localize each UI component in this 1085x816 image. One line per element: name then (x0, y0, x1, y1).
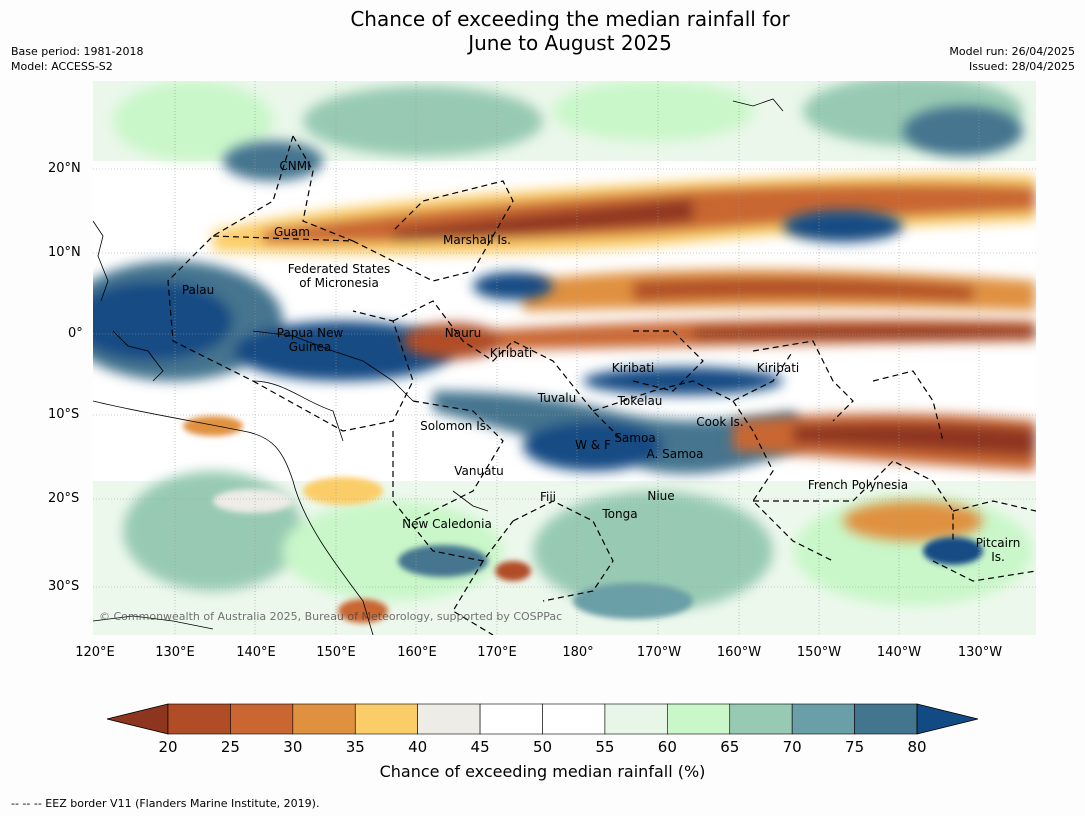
meta-left: Base period: 1981-2018 Model: ACCESS-S2 (11, 44, 143, 74)
lat-label-30s: 30°S (48, 579, 80, 594)
label-png-2: Guinea (289, 340, 332, 354)
lon-label-120e: 120°E (75, 645, 115, 660)
lon-label-140w: 140°W (876, 645, 922, 660)
colorbar-segment (417, 703, 481, 735)
colorbar (106, 703, 979, 735)
label-kiribati-w: Kiribati (490, 346, 532, 360)
copyright-notice: © Commonwealth of Australia 2025, Bureau… (99, 610, 563, 623)
label-cnmi: CNMI (279, 159, 310, 173)
lon-label-130w: 130°W (957, 645, 1003, 660)
colorbar-tick-label: 30 (283, 738, 303, 756)
label-solomon: Solomon Is. (420, 419, 490, 433)
colorbar-segment (292, 703, 356, 735)
lon-label-150w: 150°W (796, 645, 842, 660)
lon-label-150e: 150°E (316, 645, 356, 660)
title-line-2: June to August 2025 (468, 31, 672, 55)
lat-label-20n: 20°N (48, 161, 81, 176)
meta-right: Model run: 26/04/2025 Issued: 28/04/2025 (949, 44, 1075, 74)
label-french-polynesia: French Polynesia (808, 478, 908, 492)
label-niue: Niue (647, 489, 674, 503)
lon-label-140e: 140°E (236, 645, 276, 660)
colorbar-tick-label: 40 (408, 738, 428, 756)
lat-label-10s: 10°S (48, 407, 80, 422)
colorbar-tick-label: 65 (720, 738, 740, 756)
colorbar-tick-label: 25 (220, 738, 240, 756)
label-tuvalu: Tuvalu (537, 391, 577, 405)
lon-label-170w: 170°W (636, 645, 682, 660)
label-samoa: Samoa (614, 431, 655, 445)
graticule (93, 81, 1036, 635)
place-labels: CNMI Guam Marshall Is. Federated States … (182, 159, 1020, 564)
lon-label-160w: 160°W (716, 645, 762, 660)
rainfall-map: CNMI Guam Marshall Is. Federated States … (93, 81, 1036, 635)
rainfall-anomaly-field (93, 81, 1036, 635)
lat-label-0: 0° (68, 326, 83, 341)
colorbar-tick-label: 35 (345, 738, 365, 756)
lat-label-20s: 20°S (48, 491, 80, 506)
label-fsm-1: Federated States (288, 262, 390, 276)
colorbar-extend-low (106, 703, 169, 735)
base-period: Base period: 1981-2018 (11, 45, 144, 58)
label-kiribati-e: Kiribati (757, 361, 799, 375)
lon-label-130e: 130°E (155, 645, 195, 660)
colorbar-segment (354, 703, 418, 735)
label-tokelau: Tokelau (617, 394, 663, 408)
colorbar-tick-label: 50 (532, 738, 553, 756)
label-cook: Cook Is. (696, 415, 743, 429)
colorbar-tick-label: 55 (595, 738, 615, 756)
colorbar-segment (729, 703, 793, 735)
label-nauru: Nauru (445, 326, 481, 340)
colorbar-tick-label: 60 (657, 738, 677, 756)
label-fsm-2: of Micronesia (299, 276, 379, 290)
lat-label-10n: 10°N (48, 245, 81, 260)
map-title: Chance of exceeding the median rainfall … (0, 7, 1085, 55)
model-name: Model: ACCESS-S2 (11, 60, 113, 73)
model-run: Model run: 26/04/2025 (949, 45, 1075, 58)
label-vanuatu: Vanuatu (454, 464, 504, 478)
colorbar-tick-label: 70 (782, 738, 802, 756)
label-guam: Guam (274, 225, 310, 239)
label-asamoa: A. Samoa (647, 447, 704, 461)
colorbar-segment (230, 703, 294, 735)
label-marshall: Marshall Is. (443, 233, 511, 247)
label-tonga: Tonga (601, 507, 637, 521)
eez-footnote: -- -- -- EEZ border V11 (Flanders Marine… (11, 797, 320, 810)
label-pitcairn-1: Pitcairn (976, 536, 1021, 550)
colorbar-segment (854, 703, 918, 735)
lon-label-160e: 160°E (397, 645, 437, 660)
colorbar-tick-label: 80 (907, 738, 927, 756)
colorbar-tick-label: 75 (845, 738, 865, 756)
label-new-caledonia: New Caledonia (402, 517, 492, 531)
colorbar-segment (667, 703, 731, 735)
colorbar-extend-high (916, 703, 979, 735)
colorbar-segment (167, 703, 231, 735)
label-wf: W & F (575, 438, 611, 452)
colorbar-label: Chance of exceeding median rainfall (%) (379, 762, 706, 781)
label-kiribati-c: Kiribati (612, 361, 654, 375)
colorbar-tick-label: 20 (158, 738, 178, 756)
lon-label-180: 180° (562, 645, 594, 660)
lon-label-170e: 170°E (477, 645, 517, 660)
coastlines (93, 98, 784, 635)
label-png-1: Papua New (277, 326, 344, 340)
colorbar-segment (604, 703, 668, 735)
colorbar-segment (791, 703, 855, 735)
label-fiji: Fiji (540, 490, 556, 504)
colorbar-segments (106, 703, 979, 735)
map-canvas: CNMI Guam Marshall Is. Federated States … (93, 81, 1036, 635)
label-pitcairn-2: Is. (991, 550, 1005, 564)
title-line-1: Chance of exceeding the median rainfall … (350, 7, 790, 31)
issued-date: Issued: 28/04/2025 (968, 60, 1075, 73)
eez-borders (167, 135, 1036, 635)
label-palau: Palau (182, 283, 214, 297)
colorbar-tick-label: 45 (470, 738, 490, 756)
colorbar-segment (542, 703, 606, 735)
colorbar-segment (479, 703, 543, 735)
